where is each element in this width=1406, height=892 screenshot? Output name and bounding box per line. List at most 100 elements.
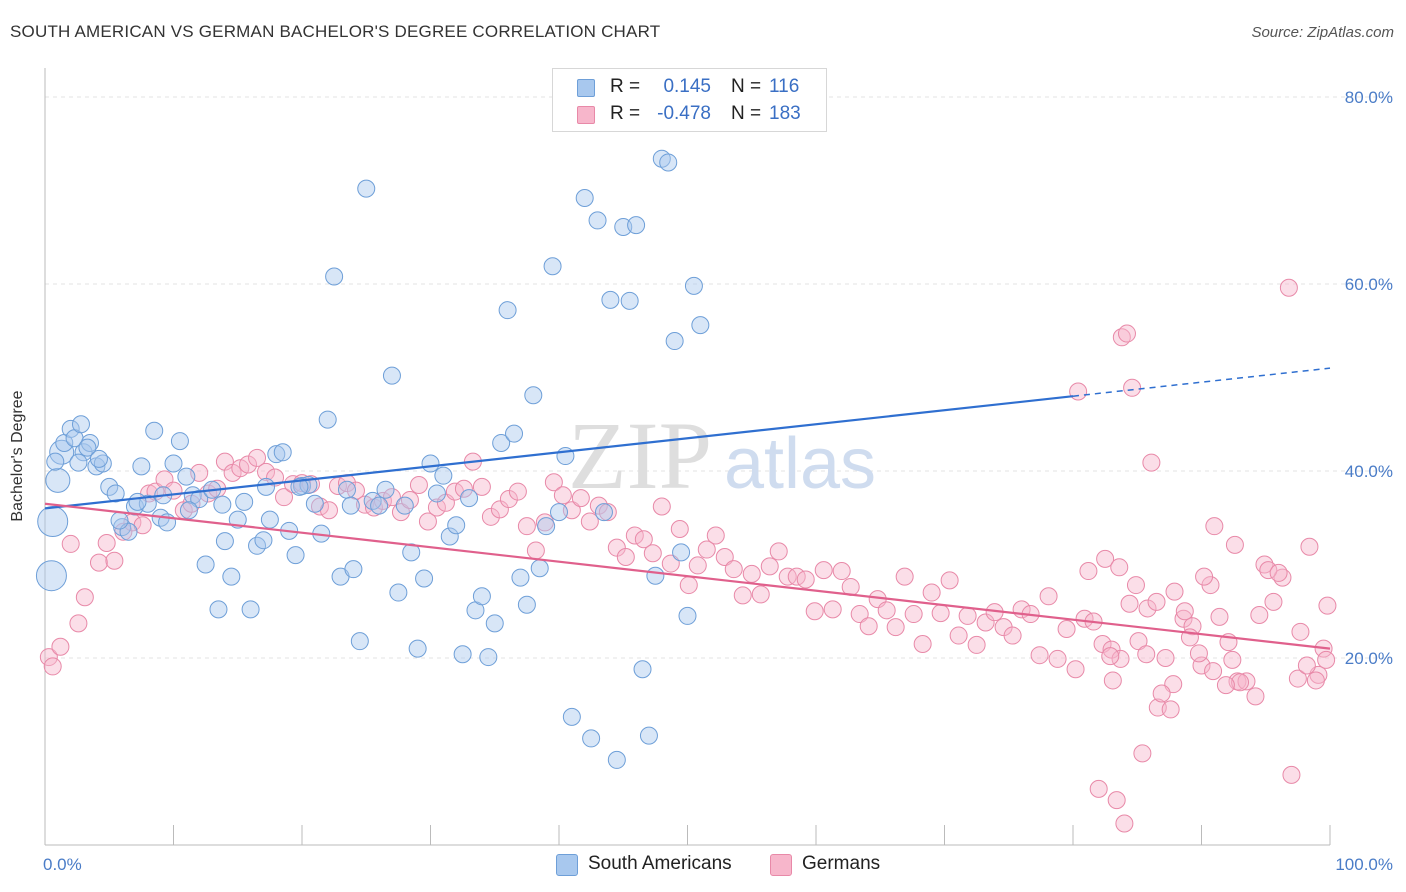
data-point-germans xyxy=(1057,620,1076,639)
data-point-south-americans xyxy=(479,648,498,667)
data-point-south-americans xyxy=(427,484,446,503)
data-point-germans xyxy=(1079,562,1098,581)
data-point-germans xyxy=(688,556,707,575)
data-point-germans xyxy=(1110,558,1129,577)
data-point-germans xyxy=(499,490,518,509)
trend-lines xyxy=(44,367,1331,650)
correlation-legend: R = 0.145 N = 116 R = -0.478 N = 183 xyxy=(552,68,827,132)
data-point-germans xyxy=(1204,662,1223,681)
data-point-south-americans xyxy=(145,421,164,440)
data-point-germans xyxy=(517,517,536,536)
data-point-south-americans xyxy=(337,480,356,499)
legend-row-south-americans: R = 0.145 N = 116 xyxy=(553,75,826,99)
data-point-germans xyxy=(850,605,869,624)
data-point-south-americans xyxy=(370,496,389,515)
data-point-germans xyxy=(823,600,842,619)
data-point-south-americans xyxy=(45,467,71,493)
data-point-germans xyxy=(51,637,70,656)
data-point-germans xyxy=(526,541,545,560)
data-point-germans xyxy=(1138,599,1157,618)
legend-n-label: N = xyxy=(731,76,762,97)
data-point-south-americans xyxy=(421,454,440,473)
y-tick-label: 40.0% xyxy=(1345,462,1393,481)
data-point-germans xyxy=(89,553,108,572)
data-point-south-americans xyxy=(601,290,620,309)
data-point-south-americans xyxy=(588,211,607,230)
data-point-south-americans xyxy=(177,467,196,486)
data-point-south-americans xyxy=(472,587,491,606)
data-point-germans xyxy=(275,488,294,507)
data-point-germans xyxy=(1133,744,1152,763)
data-point-germans xyxy=(580,512,599,531)
data-point-south-americans xyxy=(318,410,337,429)
data-point-germans xyxy=(481,507,500,526)
data-point-germans xyxy=(61,534,80,553)
data-point-germans xyxy=(454,479,473,498)
data-point-germans xyxy=(553,486,572,505)
legend-r-value: -0.478 xyxy=(657,103,711,124)
data-point-south-americans xyxy=(678,606,697,625)
data-point-south-americans xyxy=(37,505,69,537)
data-point-germans xyxy=(814,561,833,580)
data-point-germans xyxy=(257,462,276,481)
legend-r-label: R = xyxy=(610,76,641,97)
data-point-germans xyxy=(418,512,437,531)
data-point-south-americans xyxy=(537,517,556,536)
data-point-germans xyxy=(1291,622,1310,641)
x-tick-label: 100.0% xyxy=(1335,855,1393,874)
data-point-germans xyxy=(1101,647,1120,666)
data-point-germans xyxy=(1259,561,1278,580)
data-point-south-americans xyxy=(80,433,99,452)
data-point-germans xyxy=(1030,646,1049,665)
legend-swatch-pink xyxy=(577,106,595,124)
data-point-germans xyxy=(616,548,635,567)
data-point-south-americans xyxy=(222,567,241,586)
y-tick-label: 80.0% xyxy=(1345,88,1393,107)
data-point-germans xyxy=(1103,671,1122,690)
watermark: ZIP atlas xyxy=(568,402,876,509)
data-point-germans xyxy=(760,557,779,576)
data-point-germans xyxy=(1069,382,1088,401)
data-point-germans xyxy=(1111,649,1130,668)
data-point-germans xyxy=(472,477,491,496)
data-point-south-americans xyxy=(164,454,183,473)
data-point-germans xyxy=(643,544,662,563)
grid-lines xyxy=(45,96,1392,659)
legend-r-label: R = xyxy=(610,103,641,124)
data-point-germans xyxy=(1205,517,1224,536)
data-point-south-americans xyxy=(78,438,97,457)
data-point-south-americans xyxy=(260,510,279,529)
data-point-south-americans xyxy=(61,419,80,438)
data-point-germans xyxy=(1126,576,1145,595)
data-point-germans xyxy=(571,489,590,508)
data-point-germans xyxy=(1279,278,1298,297)
data-point-germans xyxy=(625,526,644,545)
data-point-germans xyxy=(1216,676,1235,695)
data-point-germans xyxy=(409,476,428,495)
data-point-south-americans xyxy=(453,645,472,664)
data-point-south-americans xyxy=(350,632,369,651)
data-point-germans xyxy=(1264,592,1283,611)
data-point-germans xyxy=(1306,671,1325,690)
data-point-germans xyxy=(1147,592,1166,611)
data-point-south-americans xyxy=(575,188,594,207)
data-point-germans xyxy=(490,500,509,519)
data-point-south-americans xyxy=(286,546,305,565)
data-point-germans xyxy=(69,614,88,633)
data-point-south-americans xyxy=(196,555,215,574)
data-point-south-americans xyxy=(684,276,703,295)
data-point-south-americans xyxy=(594,503,613,522)
data-point-south-americans xyxy=(485,614,504,633)
data-point-germans xyxy=(43,657,62,676)
data-point-south-americans xyxy=(254,531,273,550)
data-point-south-americans xyxy=(582,729,601,748)
data-point-germans xyxy=(769,542,788,561)
axes xyxy=(44,68,1331,846)
data-point-south-americans xyxy=(290,477,309,496)
data-point-south-americans xyxy=(257,477,276,496)
data-point-germans xyxy=(248,448,267,467)
data-point-germans xyxy=(1231,673,1250,692)
data-point-south-americans xyxy=(530,559,549,578)
legend-row-germans: R = -0.478 N = 183 xyxy=(553,102,826,126)
data-point-germans xyxy=(1225,535,1244,554)
